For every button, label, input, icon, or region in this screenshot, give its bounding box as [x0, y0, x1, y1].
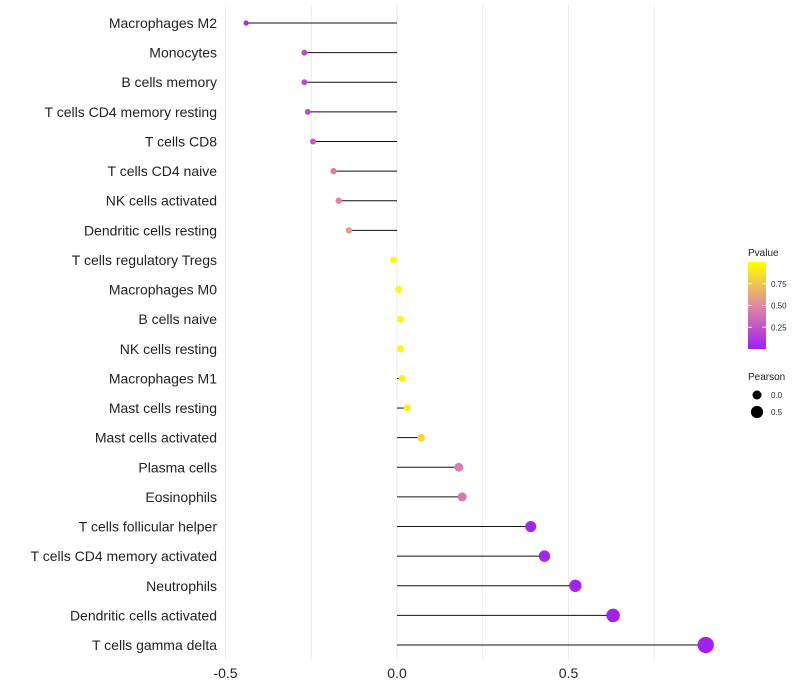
category-label: B cells memory — [121, 74, 217, 90]
category-label: Neutrophils — [146, 578, 217, 594]
size-legend-dot — [752, 390, 762, 400]
size-legend-label: 0.0 — [771, 391, 783, 400]
data-point — [309, 138, 316, 145]
category-label: Plasma cells — [138, 459, 217, 475]
points — [243, 20, 714, 654]
category-labels: Macrophages M2 Monocytes B cells memory T c… — [31, 15, 218, 653]
data-point — [569, 579, 582, 592]
pvalue-colorbar — [748, 262, 766, 349]
colorbar-tick-label: 0.50 — [771, 302, 787, 311]
pvalue-legend-title: Pvalue — [748, 248, 779, 259]
data-point — [538, 550, 551, 562]
data-point — [403, 404, 411, 412]
data-point — [396, 345, 404, 353]
data-point — [396, 315, 404, 323]
category-label: Mast cells resting — [109, 400, 217, 416]
x-tick-label: 0.0 — [387, 665, 407, 681]
size-legend-label: 0.5 — [771, 408, 783, 417]
data-point — [330, 167, 337, 175]
pvalue-legend: Pvalue 0.75 0.50 0.25 — [748, 248, 787, 349]
category-label: T cells CD8 — [145, 133, 217, 149]
data-point — [395, 286, 403, 294]
data-point — [301, 79, 308, 86]
data-point — [525, 521, 537, 533]
x-tick-label: 0.5 — [559, 665, 579, 681]
data-point — [457, 492, 467, 502]
colorbar-tick-label: 0.25 — [771, 323, 787, 332]
colorbar-tick-label: 0.75 — [771, 280, 787, 289]
pearson-legend-title: Pearson — [748, 372, 785, 383]
data-point — [697, 636, 714, 654]
category-label: T cells CD4 memory activated — [31, 548, 217, 564]
data-point — [417, 433, 425, 442]
data-point — [304, 108, 311, 115]
x-tick-label: -0.5 — [213, 665, 237, 681]
category-label: Monocytes — [149, 45, 217, 61]
data-point — [301, 49, 308, 56]
data-point — [335, 197, 342, 204]
category-label: Dendritic cells activated — [70, 607, 217, 623]
data-point — [398, 374, 406, 383]
grid-lines — [225, 5, 655, 660]
category-label: T cells CD4 memory resting — [45, 104, 217, 120]
category-label: B cells naive — [138, 311, 217, 327]
category-label: Macrophages M0 — [109, 282, 217, 298]
x-axis-ticks: -0.5 0.0 0.5 — [213, 665, 578, 681]
data-point — [454, 462, 464, 472]
data-point — [243, 20, 249, 26]
data-point — [390, 256, 398, 264]
category-label: T cells CD4 naive — [108, 163, 218, 179]
pearson-legend: Pearson 0.0 0.5 — [748, 372, 785, 419]
stems — [246, 22, 706, 646]
size-legend-dot — [750, 405, 764, 419]
category-label: Macrophages M2 — [109, 15, 217, 31]
category-label: Mast cells activated — [95, 430, 217, 446]
data-point — [345, 227, 353, 234]
category-label: Dendritic cells resting — [84, 222, 217, 238]
category-label: T cells follicular helper — [79, 519, 218, 535]
category-label: Macrophages M1 — [109, 370, 217, 386]
category-label: T cells regulatory Tregs — [72, 252, 217, 268]
category-label: NK cells resting — [120, 341, 217, 357]
category-label: Eosinophils — [145, 489, 217, 505]
category-label: T cells gamma delta — [92, 637, 217, 653]
category-label: NK cells activated — [106, 193, 217, 209]
data-point — [606, 608, 620, 623]
